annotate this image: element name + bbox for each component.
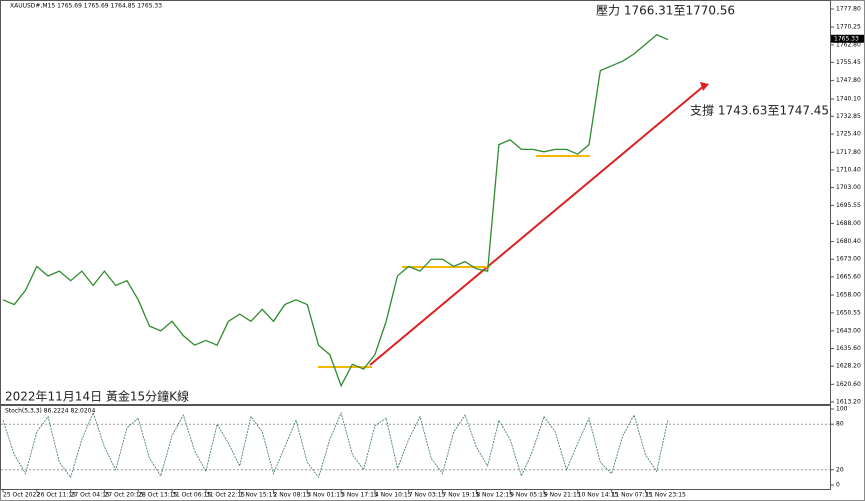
x-tick-label: 3 Nov 01:15	[307, 492, 344, 499]
y-tick-label: 1628.20	[836, 363, 861, 370]
price-line	[2, 34, 669, 388]
x-tick-label: 7 Nov 03:15	[409, 492, 446, 499]
x-tick-label: 1 Nov 15:15	[240, 492, 277, 499]
last-price-label: 1765.33	[834, 35, 859, 42]
x-tick-label: 2 Nov 08:15	[273, 492, 310, 499]
x-tick-label: 31 Oct 06:15	[172, 492, 211, 499]
trend-arrow	[700, 82, 709, 91]
last-price-box	[831, 34, 864, 43]
y-tick-label: 1695.55	[836, 202, 861, 209]
y-tick-label: 1643.00	[836, 327, 861, 334]
main-panel	[0, 0, 831, 405]
x-tick-label: 31 Oct 22:15	[206, 492, 245, 499]
x-tick-label: 28 Oct 13:15	[138, 492, 177, 499]
price-line	[2, 411, 669, 479]
x-tick-label: 11 Nov 07:15	[612, 492, 653, 499]
y-tick-label: 20	[836, 466, 844, 473]
y-tick-label: 1725.40	[836, 131, 861, 138]
x-tick-label: 9 Nov 21:15	[544, 492, 581, 499]
y-tick-label: 1673.00	[836, 256, 861, 263]
y-tick-label: 1680.40	[836, 238, 861, 245]
chart-title: XAUUSD#,M15 1765.69 1765.69 1764.85 1765…	[10, 3, 162, 10]
x-tick-label: 3 Nov 17:15	[341, 492, 378, 499]
x-tick-label: 27 Oct 04:15	[71, 492, 110, 499]
y-tick-label: 1613.20	[836, 399, 861, 406]
y-tick-label: 1703.00	[836, 184, 861, 191]
x-tick-label: 25 Oct 2022	[3, 492, 40, 499]
y-tick-label: 1658.00	[836, 292, 861, 299]
annotation: 壓力 1766.31至1770.56	[596, 4, 735, 18]
annotation: 支撐 1743.63至1747.45	[690, 104, 829, 118]
x-tick-label: 4 Nov 10:15	[375, 492, 412, 499]
x-tick-label: 8 Nov 12:15	[476, 492, 513, 499]
y-tick-label: 1665.60	[836, 273, 861, 280]
x-tick-label: 7 Nov 19:15	[443, 492, 480, 499]
y-tick-label: 1732.85	[836, 113, 861, 120]
y-tick-label: 1770.25	[836, 24, 861, 31]
annotation: 2022年11月14日 黃金15分鐘K線	[5, 389, 189, 404]
y-tick-label: 1747.80	[836, 77, 861, 84]
x-tick-label: 9 Nov 05:15	[510, 492, 547, 499]
stoch-panel	[0, 405, 831, 490]
y-tick-label: 1755.45	[836, 59, 861, 66]
y-tick-label: 1710.40	[836, 166, 861, 173]
y-tick-label: 0	[836, 482, 840, 489]
trend-line	[369, 84, 706, 366]
y-tick-label: 1777.80	[836, 6, 861, 13]
y-tick-label: 1762.80	[836, 41, 861, 48]
y-tick-label: 1620.60	[836, 381, 861, 388]
y-tick-label: 1740.10	[836, 96, 861, 103]
y-tick-label: 1717.80	[836, 149, 861, 156]
x-tick-label: 26 Oct 11:15	[37, 492, 76, 499]
y-tick-label: 1688.00	[836, 220, 861, 227]
y-tick-label: 1635.60	[836, 345, 861, 352]
y-tick-label: 100	[836, 406, 848, 413]
y-tick-label: 1650.55	[836, 309, 861, 316]
x-tick-label: 10 Nov 14:15	[578, 492, 619, 499]
y-tick-label: 80	[836, 421, 844, 428]
x-tick-label: 27 Oct 20:15	[104, 492, 143, 499]
stoch-title: Stoch(5,3,3) 86.2224 82.0204	[5, 408, 96, 415]
x-tick-label: 11 Nov 23:15	[645, 492, 686, 499]
